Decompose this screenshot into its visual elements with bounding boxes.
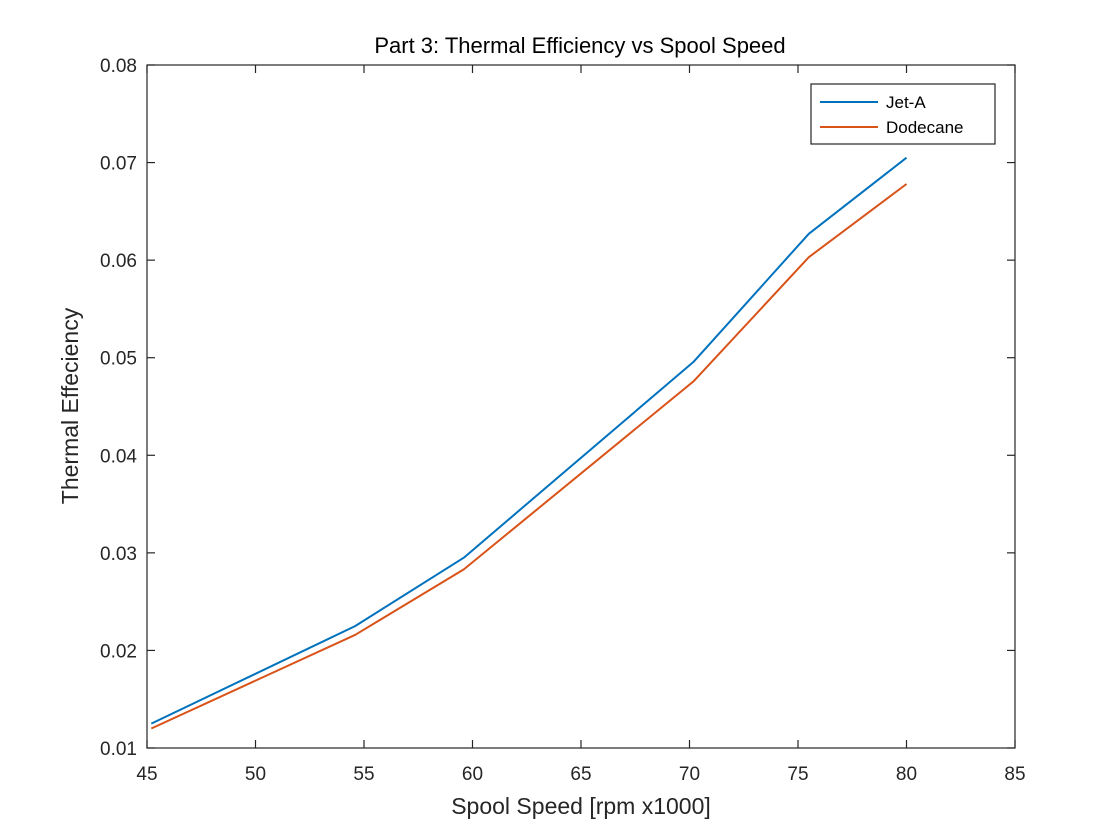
x-tick-label: 65 (570, 764, 591, 785)
y-tick-label: 0.05 (100, 349, 137, 370)
y-tick-label: 0.03 (100, 544, 137, 565)
y-tick-label: 0.08 (100, 56, 137, 77)
y-tick-label: 0.02 (100, 641, 137, 662)
legend-label-dodecane: Dodecane (886, 118, 964, 137)
chart-title: Part 3: Thermal Efficiency vs Spool Spee… (374, 33, 785, 58)
x-tick-label: 45 (136, 764, 157, 785)
legend-box (810, 83, 996, 145)
legend: Jet-A Dodecane (810, 83, 996, 145)
x-tick-label: 80 (896, 764, 917, 785)
series-line-dodecane (150, 183, 908, 730)
plot-area (146, 64, 1016, 749)
x-tick-label: 50 (245, 764, 266, 785)
x-axis: 45 50 55 60 65 70 75 80 85 (136, 65, 1026, 785)
x-tick-label: 60 (462, 764, 483, 785)
y-axis-label: Thermal Effeciency (57, 307, 83, 504)
x-tick-label: 85 (1004, 764, 1025, 785)
x-axis-label: Spool Speed [rpm x1000] (451, 793, 711, 819)
y-tick-label: 0.04 (100, 446, 137, 467)
series-layer (150, 156, 908, 730)
x-tick-label: 55 (353, 764, 374, 785)
y-tick-label: 0.07 (100, 154, 137, 175)
y-tick-label: 0.06 (100, 251, 137, 272)
y-tick-label: 0.01 (100, 739, 137, 760)
legend-label-jet-a: Jet-A (886, 93, 926, 112)
y-axis: 0.01 0.02 0.03 0.04 0.05 0.06 0.07 0.08 (100, 56, 1015, 760)
x-tick-label: 75 (787, 764, 808, 785)
series-line-jet-a (150, 156, 908, 725)
x-tick-label: 70 (679, 764, 700, 785)
